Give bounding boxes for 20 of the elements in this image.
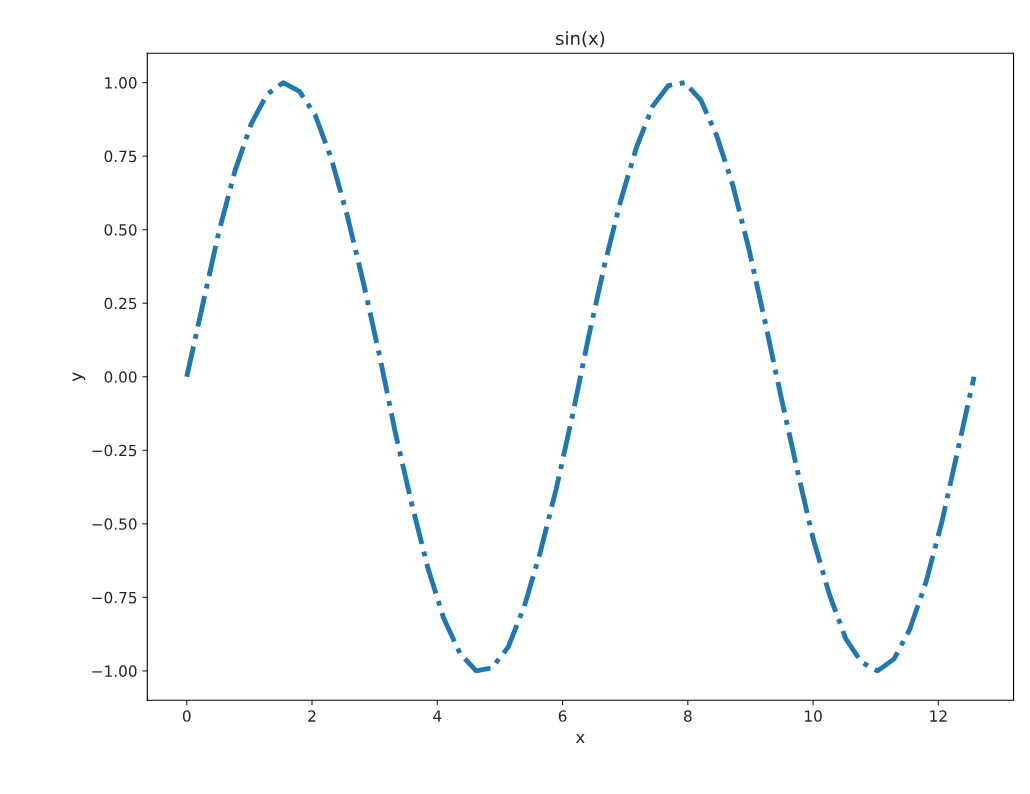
x-tick-label: 2 <box>308 710 316 722</box>
x-tick-label: 0 <box>182 710 191 722</box>
x-tick-label: 4 <box>433 710 442 722</box>
line-series <box>184 80 977 674</box>
y-tick-label: −0.50 <box>92 518 137 530</box>
x-tick-label: 6 <box>558 710 567 722</box>
y-tick-label: 0.50 <box>104 224 137 236</box>
x-axis-title: x <box>575 733 585 744</box>
x-tick-label: 12 <box>930 710 947 722</box>
y-tick-label: 0.00 <box>104 371 137 383</box>
y-tick-label: −0.25 <box>92 444 137 457</box>
chart-title: sin(x) <box>556 31 605 48</box>
y-axis-title: y <box>72 372 86 382</box>
x-tick-label: 8 <box>684 710 692 722</box>
y-tick-label: 1.00 <box>105 77 137 89</box>
y-tick-label: 0.75 <box>104 150 137 163</box>
y-tick-label: −1.00 <box>92 665 137 677</box>
y-tick-label: −0.75 <box>92 591 137 604</box>
y-tick-label: 0.25 <box>104 297 137 310</box>
x-tick-label: 10 <box>805 710 822 722</box>
